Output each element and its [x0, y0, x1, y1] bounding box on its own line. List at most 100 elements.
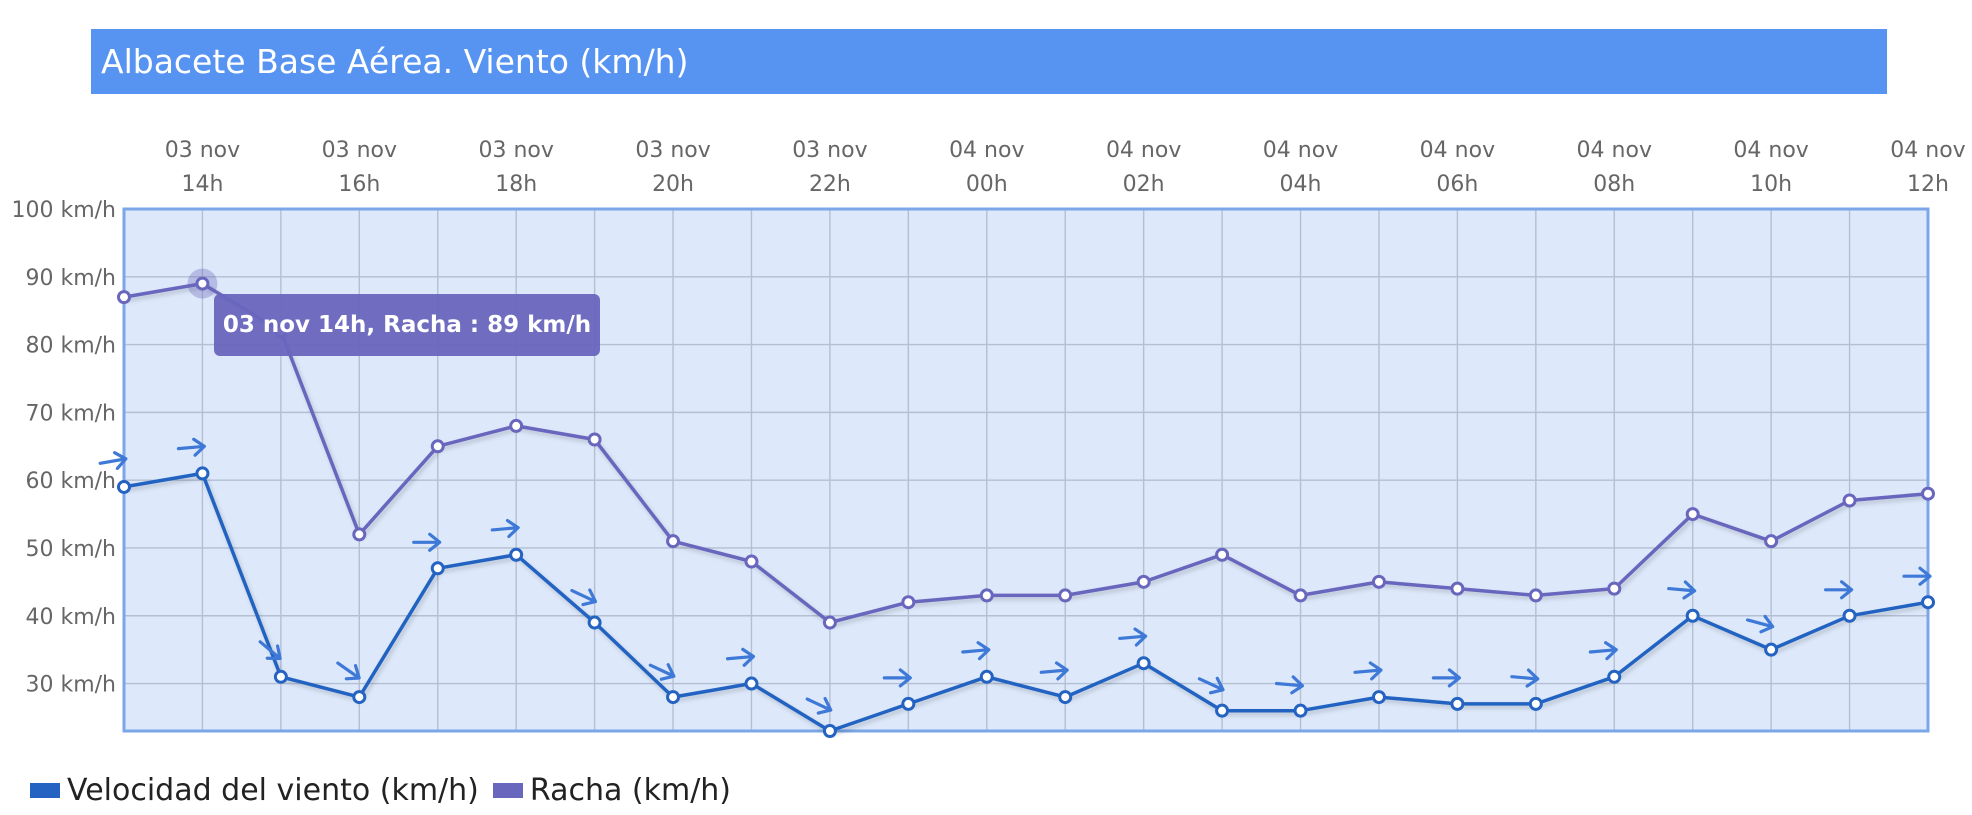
legend-swatch-gust [492, 782, 523, 798]
gust-point [352, 527, 367, 542]
chart-title-bar: Albacete Base Aérea. Viento (km/h) [91, 29, 1887, 94]
wind-direction-arrow [98, 451, 128, 471]
wind-speed-point [352, 690, 367, 705]
x-tick-hour-label: 20h [652, 172, 694, 197]
wind-direction-arrow [176, 437, 206, 457]
wind-direction-arrow [1902, 566, 1932, 586]
gust-point [1607, 581, 1622, 596]
x-tick-date-label: 03 nov [322, 138, 397, 163]
y-tick-label: 40 km/h [25, 605, 116, 630]
x-tick-hour-label: 18h [495, 172, 537, 197]
gust-point [1450, 581, 1465, 596]
legend-item-wind-speed[interactable]: Velocidad del viento (km/h) [30, 773, 479, 808]
x-tick-date-label: 04 nov [949, 138, 1024, 163]
y-axis-labels: 100 km/h 90 km/h 80 km/h 70 km/h 60 km/h 50 k… [11, 198, 116, 698]
plot-border [122, 207, 1930, 733]
wind-direction-arrow [258, 640, 282, 661]
x-tick-hour-label: 22h [809, 172, 851, 197]
wind-speed-point [1450, 696, 1465, 711]
wind-direction-arrows [98, 437, 1932, 715]
x-tick-date-label: 04 nov [1263, 138, 1338, 163]
gust-point [1293, 588, 1308, 603]
x-tick-date-label: 03 nov [635, 138, 710, 163]
wind-speed-point [1921, 595, 1935, 610]
wind-speed-point [1842, 608, 1857, 623]
y-tick-label: 60 km/h [25, 469, 116, 494]
wind-speed-point [430, 561, 445, 576]
y-tick-label: 70 km/h [25, 401, 116, 426]
wind-speed-point [1528, 696, 1543, 711]
wind-direction-arrow [882, 668, 912, 688]
wind-speed-point [901, 696, 916, 711]
gust-point [744, 554, 759, 569]
wind-direction-arrow [570, 588, 598, 607]
x-tick-hour-label: 12h [1907, 172, 1949, 197]
gust-point [666, 534, 681, 549]
wind-speed-point [273, 669, 288, 684]
gust-point [1058, 588, 1073, 603]
gust-point [1685, 507, 1700, 522]
legend-item-gust[interactable]: Racha (km/h) [492, 772, 732, 808]
wind-speed-line [123, 471, 1929, 733]
wind-direction-arrow [336, 661, 361, 681]
x-axis-labels: 03 nov 14h 03 nov 16h 03 nov 18h 03 nov 20h 03 n… [165, 138, 1966, 197]
x-tick-date-label: 03 nov [792, 138, 867, 163]
x-tick-date-label: 04 nov [1106, 138, 1181, 163]
y-tick-label: 50 km/h [25, 537, 116, 562]
wind-speed-point [1136, 656, 1151, 671]
wind-direction-arrow [490, 518, 520, 539]
gust-point [901, 595, 916, 610]
wind-direction-arrow [1667, 580, 1697, 600]
wind-direction-arrow [412, 532, 442, 552]
x-tick-hour-label: 14h [181, 172, 223, 197]
wind-speed-point [1215, 703, 1230, 718]
chart-legend: Velocidad del viento (km/h) Racha (km/h) [30, 768, 745, 812]
x-tick-date-label: 04 nov [1890, 138, 1965, 163]
gust-point [1528, 588, 1543, 603]
wind-speed-point [1764, 642, 1779, 657]
chart-title: Albacete Base Aérea. Viento (km/h) [101, 42, 689, 81]
wind-direction-arrow [1588, 641, 1618, 661]
gust-point [195, 276, 210, 291]
wind-speed-point [195, 466, 210, 481]
gust-point [1371, 574, 1386, 589]
x-tick-date-label: 03 nov [165, 138, 240, 163]
gust-point [1136, 574, 1151, 589]
gust-point [1842, 493, 1857, 508]
wind-speed-point [822, 724, 837, 738]
y-tick-label: 80 km/h [25, 334, 116, 359]
legend-label-gust: Racha (km/h) [529, 772, 732, 808]
wind-speed-point [1371, 690, 1386, 705]
wind-speed-point [979, 669, 994, 684]
x-tick-date-label: 04 nov [1577, 138, 1652, 163]
wind-direction-arrow [648, 663, 676, 681]
wind-direction-arrow [1431, 668, 1462, 688]
wind-direction-arrow [1745, 614, 1775, 634]
x-tick-date-label: 04 nov [1420, 138, 1495, 163]
x-tick-date-label: 03 nov [478, 138, 553, 163]
gust-point [430, 439, 445, 454]
gust-point [1764, 534, 1779, 549]
wind-speed-point [1058, 690, 1073, 705]
gust-point [822, 615, 837, 630]
wind-speed-point [587, 615, 602, 630]
y-tick-label: 90 km/h [25, 266, 116, 291]
x-tick-date-label: 04 nov [1733, 138, 1808, 163]
data-tooltip: 03 nov 14h, Racha : 89 km/h [214, 294, 600, 356]
wind-speed-point [744, 676, 759, 691]
x-tick-hour-label: 02h [1123, 172, 1165, 197]
x-tick-hour-label: 00h [966, 172, 1008, 197]
gust-point [509, 418, 524, 433]
wind-direction-arrow [805, 696, 833, 715]
wind-direction-arrow [1510, 668, 1540, 688]
x-tick-hour-label: 04h [1280, 172, 1322, 197]
x-tick-hour-label: 16h [338, 172, 380, 197]
gust-point [979, 588, 994, 603]
wind-direction-arrow [1197, 676, 1225, 695]
wind-speed-point [117, 479, 131, 494]
gust-point [587, 432, 602, 447]
wind-direction-arrow [1274, 675, 1305, 695]
legend-swatch-wind-speed [30, 782, 60, 798]
x-tick-hour-label: 06h [1436, 172, 1478, 197]
